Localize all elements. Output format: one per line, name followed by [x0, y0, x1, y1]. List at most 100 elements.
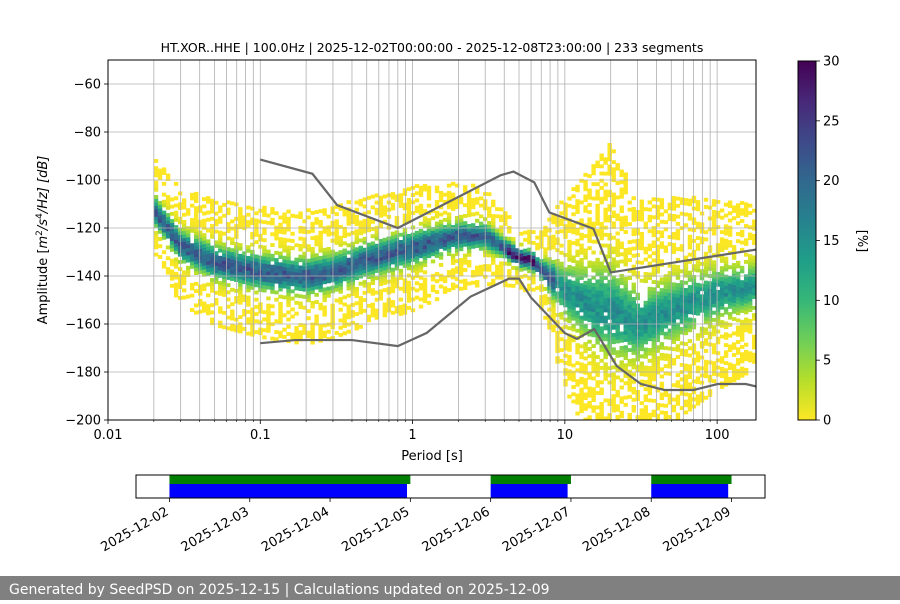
heatmap-cell: [406, 205, 412, 210]
heatmap-cell: [438, 252, 444, 257]
heatmap-cell: [250, 329, 255, 333]
heatmap-cell: [314, 285, 319, 290]
heatmap-cell: [214, 244, 219, 248]
heatmap-cell: [587, 423, 591, 427]
heatmap-cell: [474, 240, 480, 245]
heatmap-cell: [663, 353, 669, 358]
heatmap-cell: [169, 222, 175, 227]
heatmap-cell: [390, 310, 396, 315]
heatmap-cell: [547, 260, 552, 265]
heatmap-cell: [616, 440, 620, 444]
heatmap-cell: [663, 364, 669, 369]
heatmap-cell: [563, 299, 568, 304]
heatmap-cell: [647, 348, 653, 352]
heatmap-cell: [655, 244, 661, 249]
heatmap-cell: [631, 333, 636, 337]
heatmap-cell: [153, 198, 159, 203]
heatmap-cell: [691, 343, 697, 348]
heatmap-cell: [619, 245, 624, 250]
heatmap-cell: [507, 251, 512, 256]
heatmap-cell: [687, 339, 693, 344]
heatmap-cell: [683, 223, 689, 228]
heatmap-cell: [587, 354, 592, 359]
heatmap-cell: [294, 333, 299, 338]
heatmap-cell: [378, 274, 384, 279]
heatmap-cell: [206, 307, 211, 312]
heatmap-cell: [503, 236, 508, 241]
heatmap-cell: [238, 264, 243, 269]
heatmap-cell: [398, 276, 404, 280]
heatmap-cell: [631, 289, 636, 294]
heatmap-cell: [591, 171, 596, 176]
heatmap-cell: [628, 420, 632, 424]
heatmap-cell: [157, 219, 163, 223]
heatmap-cell: [202, 261, 207, 266]
heatmap-cell: [595, 214, 600, 219]
heatmap-cell: [193, 199, 199, 203]
heatmap-cell: [619, 194, 624, 199]
heatmap-cell: [587, 390, 592, 395]
heatmap-cell: [153, 220, 159, 225]
heatmap-cell: [446, 270, 452, 274]
heatmap-cell: [370, 281, 376, 285]
heatmap-cell: [177, 202, 183, 207]
heatmap-cell: [591, 408, 596, 413]
heatmap-cell: [623, 262, 628, 267]
heatmap-cell: [426, 243, 432, 248]
heatmap-cell: [193, 260, 199, 265]
heatmap-cell: [230, 302, 235, 307]
heatmap-cell: [181, 202, 187, 206]
heatmap-cell: [727, 312, 733, 316]
heatmap-cell: [491, 282, 496, 287]
heatmap-cell: [310, 228, 315, 233]
heatmap-cell: [563, 310, 568, 315]
heatmap-cell: [454, 266, 460, 271]
heatmap-cell: [579, 283, 584, 288]
heatmap-cell: [747, 308, 753, 313]
heatmap-cell: [571, 377, 576, 382]
heatmap-cell: [703, 259, 709, 263]
heatmap-cell: [394, 241, 400, 246]
heatmap-cell: [286, 256, 291, 261]
heatmap-cell: [655, 320, 661, 325]
heatmap-cell: [679, 211, 685, 216]
heatmap-cell: [310, 333, 315, 338]
heatmap-cell: [632, 434, 636, 438]
heatmap-cell: [278, 269, 283, 274]
heatmap-cell: [691, 350, 697, 355]
heatmap-cell: [643, 308, 649, 312]
heatmap-cell: [631, 343, 636, 348]
heatmap-cell: [591, 232, 596, 237]
heatmap-cell: [639, 325, 644, 330]
heatmap-cell: [246, 245, 251, 250]
heatmap-cell: [430, 245, 436, 249]
heatmap-cell: [616, 455, 620, 459]
heatmap-cell: [591, 250, 596, 255]
heatmap-cell: [302, 266, 307, 271]
heatmap-cell: [551, 288, 556, 293]
heatmap-cell: [242, 258, 247, 263]
heatmap-cell: [579, 301, 584, 306]
heatmap-cell: [306, 291, 311, 295]
heatmap-cell: [222, 264, 227, 269]
heatmap-cell: [422, 234, 428, 239]
heatmap-cell: [450, 261, 456, 265]
heatmap-cell: [434, 189, 440, 194]
heatmap-cell: [751, 291, 756, 296]
heatmap-cell: [575, 249, 580, 254]
heatmap-cell: [643, 387, 649, 392]
heatmap-cell: [643, 246, 649, 251]
heatmap-cell: [611, 257, 616, 262]
heatmap-cell: [563, 227, 568, 232]
heatmap-cell: [346, 257, 351, 262]
heatmap-cell: [607, 142, 612, 147]
heatmap-cell: [246, 299, 251, 304]
heatmap-cell: [354, 222, 359, 227]
heatmap-cell: [587, 303, 592, 308]
heatmap-cell: [370, 277, 376, 282]
heatmap-cell: [342, 230, 347, 235]
heatmap-cell: [314, 220, 319, 225]
heatmap-cell: [466, 242, 472, 246]
heatmap-cell: [651, 413, 657, 418]
heatmap-cell: [743, 342, 749, 347]
